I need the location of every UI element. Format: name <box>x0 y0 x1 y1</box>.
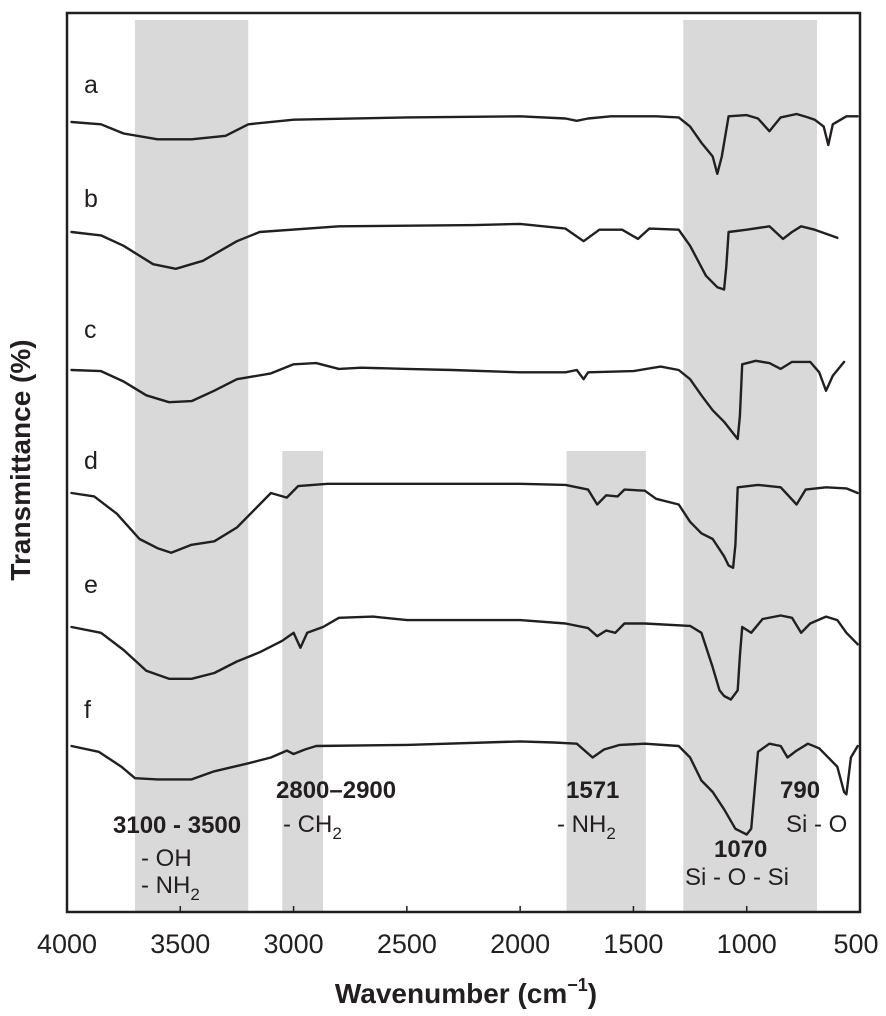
x-axis-title-main: Wavenumber (cm <box>335 978 567 1009</box>
annotation-nh2-1571: 1571 - NH2 <box>557 777 619 843</box>
annotation-oh-nh2: 3100 - 3500 - OH - NH2 <box>113 812 241 904</box>
x-tick-label-3000: 3000 <box>264 929 324 959</box>
annotation-1070-label: Si - O - Si <box>685 864 789 891</box>
x-axis-title: Wavenumber (cm−1) <box>335 975 597 1009</box>
annotation-790-label: Si - O <box>786 811 847 838</box>
trace-label-e: e <box>84 571 98 599</box>
highlight-bands <box>134 20 817 912</box>
annotation-oh-label: - OH <box>141 845 192 872</box>
annotation-nh2-subscript: 2 <box>190 885 199 904</box>
x-tick-label-3500: 3500 <box>150 929 210 959</box>
band-oh-nh2 <box>134 20 249 912</box>
annotation-1571-value: 1571 <box>566 777 619 804</box>
annotation-oh-range: 3100 - 3500 <box>113 812 241 839</box>
trace-label-a: a <box>84 71 98 99</box>
annotation-1571-main: - NH <box>557 811 606 838</box>
trace-labels: a b c d e f <box>84 71 98 724</box>
annotation-1070: 1070 Si - O - Si <box>685 836 789 891</box>
annotation-nh2-main: - NH <box>141 872 190 899</box>
x-tick-label-2000: 2000 <box>490 929 550 959</box>
spectra-traces <box>70 112 859 836</box>
x-axis-title-superscript: −1 <box>567 975 588 995</box>
annotation-1571-label: - NH2 <box>557 811 616 843</box>
x-tick-label-4000: 4000 <box>37 929 97 959</box>
y-axis-title: Transmittance (%) <box>5 339 36 580</box>
annotation-ch2-label: - CH2 <box>283 811 342 843</box>
annotation-1571-subscript: 2 <box>606 824 615 843</box>
plot-frame <box>65 11 862 914</box>
annotation-nh2-label: - NH2 <box>141 872 200 904</box>
annotation-ch2-main: - CH <box>283 811 332 838</box>
trace-f <box>70 740 859 836</box>
trace-label-f: f <box>84 696 91 724</box>
annotation-ch2: 2800–2900 - CH2 <box>276 777 396 843</box>
x-axis-tick-labels: 4000 3500 3000 2500 2000 1500 1000 500 <box>37 929 879 959</box>
x-axis-title-close: ) <box>588 978 597 1009</box>
trace-d <box>70 482 859 569</box>
annotation-ch2-subscript: 2 <box>332 824 341 843</box>
annotation-ch2-range: 2800–2900 <box>276 777 396 804</box>
annotation-1070-value: 1070 <box>714 836 767 863</box>
trace-label-b: b <box>84 185 98 213</box>
trace-label-c: c <box>84 316 97 344</box>
x-tick-label-1500: 1500 <box>603 929 663 959</box>
trace-c <box>70 359 846 441</box>
trace-label-d: d <box>84 447 98 475</box>
band-ch2 <box>282 451 324 912</box>
x-tick-label-1000: 1000 <box>717 929 777 959</box>
annotation-790: 790 Si - O <box>780 777 847 838</box>
x-tick-label-500: 500 <box>833 929 878 959</box>
trace-b <box>70 222 839 291</box>
trace-a <box>70 112 859 175</box>
x-tick-label-2500: 2500 <box>377 929 437 959</box>
band-nh2 <box>566 451 646 912</box>
trace-e <box>70 614 859 701</box>
annotation-790-value: 790 <box>780 777 820 804</box>
band-si-o <box>683 20 817 912</box>
x-axis-ticks <box>66 906 861 912</box>
